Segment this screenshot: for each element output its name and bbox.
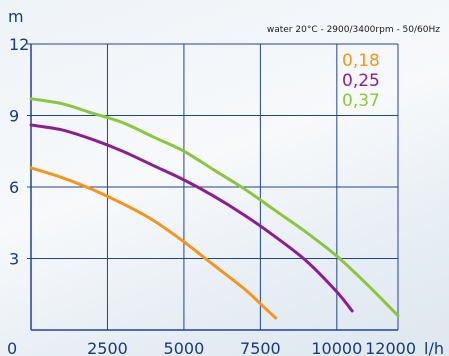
x-tick-label-4: 10000 [311, 339, 362, 356]
x-tick-labels: 0 2500 5000 7500 10000 12000 [7, 339, 416, 356]
x-tick-label-0: 0 [7, 339, 17, 356]
x-tick-label-3: 7500 [240, 339, 281, 356]
legend-entry-2: 0,37 [342, 91, 380, 111]
y-axis-label: m [8, 7, 24, 26]
x-tick-label-5: 12000 [365, 339, 416, 356]
series-curve-1 [29, 123, 354, 313]
legend-entry-0: 0,18 [342, 51, 380, 71]
series-curve-0 [29, 166, 278, 320]
performance-curves [29, 97, 400, 320]
chart-annotation: water 20°C - 2900/3400rpm - 50/60Hz [267, 25, 440, 35]
series-curve-2 [29, 97, 400, 318]
legend: 0,180,250,37 [342, 51, 380, 111]
axes [30, 44, 398, 331]
y-tick-labels: 3 6 9 12 [9, 35, 29, 269]
y-tick-label-3: 12 [9, 35, 29, 54]
x-tick-label-2: 5000 [164, 339, 205, 356]
y-tick-label-2: 9 [9, 107, 19, 126]
legend-entry-1: 0,25 [342, 71, 380, 91]
x-axis-label: l/h [424, 339, 444, 356]
y-tick-label-0: 3 [9, 250, 19, 269]
x-tick-label-1: 2500 [87, 339, 128, 356]
y-tick-label-1: 6 [9, 178, 19, 197]
